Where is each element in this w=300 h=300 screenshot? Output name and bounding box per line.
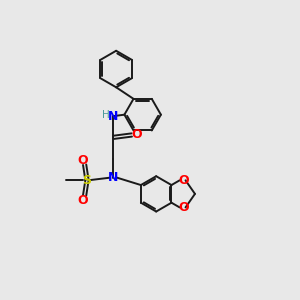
Text: N: N: [108, 171, 119, 184]
Text: S: S: [82, 173, 91, 187]
Text: O: O: [178, 174, 189, 187]
Text: H: H: [102, 110, 110, 120]
Text: O: O: [78, 194, 88, 207]
Text: N: N: [108, 110, 119, 123]
Text: O: O: [131, 128, 142, 142]
Text: O: O: [78, 154, 88, 166]
Text: O: O: [178, 201, 189, 214]
